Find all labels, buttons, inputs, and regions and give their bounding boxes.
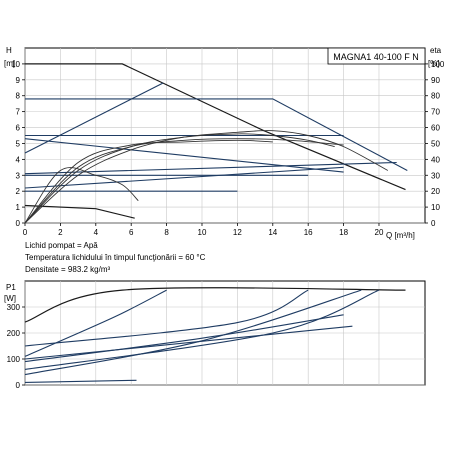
- flow-tick-label: 14: [268, 228, 277, 237]
- flow-tick-label: 6: [129, 228, 134, 237]
- head-tick-label: 7: [16, 108, 21, 117]
- efficiency-curve: [24, 139, 273, 224]
- power-curve-line: [24, 325, 353, 360]
- head-chart-curves: [24, 63, 408, 224]
- flow-tick-label: 2: [58, 228, 63, 237]
- head-tick-label: 9: [16, 76, 21, 85]
- power-axis-unit: [W]: [4, 294, 16, 303]
- eta-axis-unit: [%]: [428, 59, 440, 68]
- head-tick-label: 2: [16, 187, 21, 196]
- power-curve-line: [24, 289, 167, 357]
- eta-tick-label: 100: [431, 60, 445, 69]
- power-curve-line: [24, 314, 344, 363]
- eta-tick-label: 40: [431, 155, 440, 164]
- head-tick-label: 8: [16, 92, 21, 101]
- eta-axis-label: eta: [430, 46, 442, 55]
- flow-tick-label: 4: [94, 228, 99, 237]
- eta-tick-label: 10: [431, 203, 440, 212]
- power-curve-line: [24, 289, 309, 347]
- head-tick-label: 3: [16, 171, 21, 180]
- head-curve-proportional: [24, 138, 344, 173]
- power-chart-labels: 0 100 200 300: [7, 303, 21, 390]
- flow-tick-label: 20: [375, 228, 384, 237]
- flow-tick-label: 0: [23, 228, 28, 237]
- efficiency-curve: [24, 138, 344, 224]
- power-curve-limit: [24, 289, 380, 370]
- eta-tick-label: 0: [431, 219, 436, 228]
- power-chart-curves: [24, 287, 406, 383]
- head-tick-label: 5: [16, 139, 21, 148]
- power-tick-label: 100: [7, 355, 21, 364]
- head-tick-label: 4: [16, 155, 21, 164]
- power-curve-line: [24, 379, 137, 383]
- note-liquid: Lichid pompat = Apă: [25, 241, 98, 250]
- head-curve-min-curve: [24, 204, 135, 219]
- eta-tick-label: 90: [431, 76, 440, 85]
- eta-tick-label: 20: [431, 187, 440, 196]
- flow-axis-label: Q [m³/h]: [386, 231, 415, 240]
- power-tick-label: 300: [7, 303, 21, 312]
- flow-tick-label: 16: [304, 228, 313, 237]
- chart-title: MAGNA1 40-100 F N: [333, 52, 419, 62]
- efficiency-curve: [24, 130, 389, 224]
- head-axis-unit: [m]: [4, 59, 15, 68]
- chart-title-box: [327, 47, 426, 65]
- efficiency-curve: [24, 133, 335, 224]
- note-density: Densitate = 983.2 kg/m³: [25, 265, 110, 274]
- flow-tick-label: 10: [198, 228, 207, 237]
- eta-tick-label: 50: [431, 139, 440, 148]
- head-axis-label: H: [6, 46, 12, 55]
- power-curve-max: [24, 287, 406, 323]
- power-tick-label: 200: [7, 329, 21, 338]
- head-tick-label: 10: [11, 60, 20, 69]
- head-curve-proportional: [24, 82, 164, 154]
- head-tick-label: 6: [16, 124, 21, 133]
- eta-tick-label: 70: [431, 108, 440, 117]
- note-temperature: Temperatura lichidului în timpul funcţio…: [25, 253, 206, 262]
- head-tick-label: 1: [16, 203, 21, 212]
- head-curve-max-curve: [25, 63, 406, 191]
- power-axis-label: P1: [6, 283, 16, 292]
- efficiency-curve: [24, 167, 139, 224]
- head-tick-label: 0: [16, 219, 21, 228]
- power-chart-ticks: [22, 306, 25, 386]
- eta-tick-label: 80: [431, 92, 440, 101]
- flow-tick-label: 18: [339, 228, 348, 237]
- eta-tick-label: 30: [431, 171, 440, 180]
- head-curve-proportional: [24, 166, 344, 189]
- flow-tick-label: 12: [233, 228, 242, 237]
- flow-tick-label: 8: [164, 228, 169, 237]
- power-tick-label: 0: [16, 381, 21, 390]
- head-chart-ticks: [22, 63, 428, 226]
- power-curve-limit: [24, 289, 362, 376]
- head-curve-constant-pressure: [25, 98, 408, 171]
- eta-tick-label: 60: [431, 124, 440, 133]
- head-chart-labels: 0 2 4 6 8 10 12 14 16 18 2001234567891001020304050…: [11, 60, 445, 237]
- head-chart-grid: [24, 48, 425, 224]
